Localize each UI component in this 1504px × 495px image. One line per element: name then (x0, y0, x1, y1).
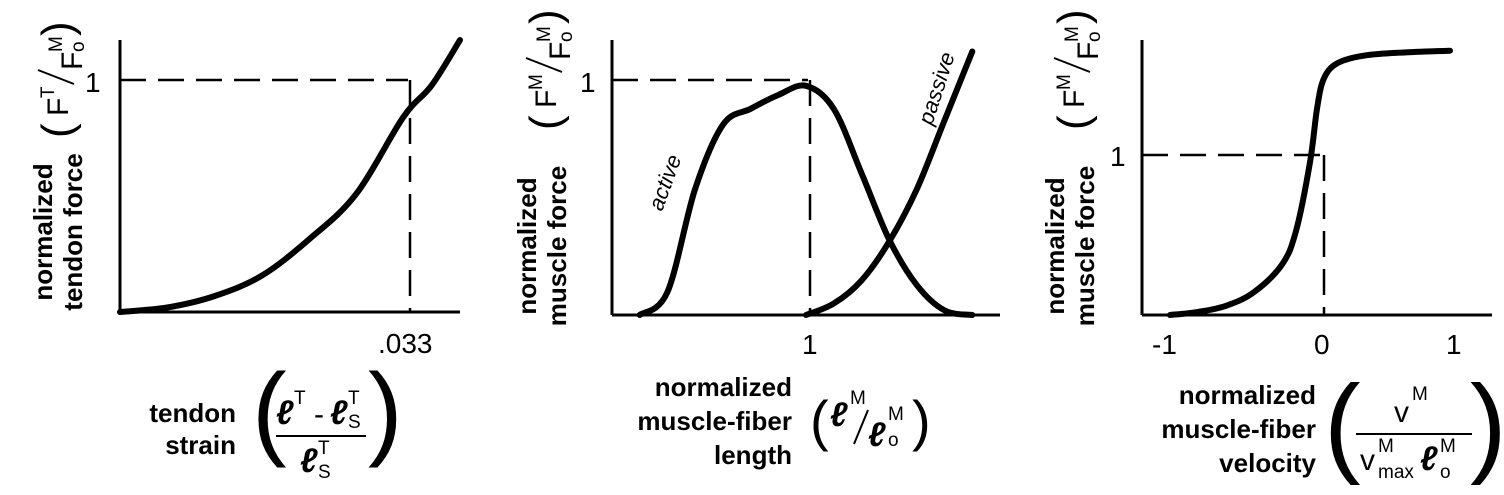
p2-tick-x-1: 1 (802, 329, 818, 360)
p2-yf-paren-l: ( (521, 115, 570, 130)
p2-y-formula: ( F M F M o ) (521, 9, 577, 130)
p1-series-line (117, 37, 463, 315)
p3-series-line (1167, 47, 1453, 318)
p3-xf-M2: M (1378, 436, 1394, 457)
p2-xf-paren-l: ( (810, 389, 829, 452)
p1-yf-paren-r: ) (33, 21, 82, 36)
p1-yf-o: o (68, 41, 89, 52)
p3-xf-paren-l: ( (1324, 363, 1361, 486)
p3-xf-o: o (1440, 462, 1451, 483)
p2-series-active (636, 82, 976, 318)
p1-ylabel-line2: tendon force (58, 153, 88, 310)
p1-y-formula: ( F T F M o ) (33, 21, 89, 138)
p3-xlabel-line2: muscle-fiber (1161, 414, 1316, 444)
p2-label-active: active (643, 151, 686, 214)
p2-yf-o: o (556, 31, 577, 42)
p3-yf-paren-l: ( (1049, 115, 1098, 130)
p3-xf-v2: v (1360, 444, 1375, 477)
p1-yf-F1: F (42, 98, 75, 116)
p2-xf-o: o (888, 430, 899, 451)
p3-xf-paren-r: ) (1470, 363, 1504, 486)
p1-yf-M: M (46, 36, 67, 52)
p3-yf-slash (1053, 57, 1091, 73)
p1-xf-ell3: ℓ (300, 442, 318, 480)
p1-yf-F2: F (56, 52, 89, 70)
p3-xf-ell: ℓ (1420, 440, 1438, 478)
p2-xlabel-line2: muscle-fiber (637, 406, 792, 436)
p3-xlabel-line1: normalized (1179, 380, 1316, 410)
p1-xf-paren-r: ) (368, 353, 403, 469)
p1-xf-ell1: ℓ (276, 394, 294, 432)
p1-tick-x-033: .033 (378, 328, 433, 359)
p3-tick-x-0: 0 (1314, 329, 1330, 360)
p2-ylabel-line2: muscle force (542, 166, 572, 326)
p2-tick-y-1: 1 (580, 67, 596, 98)
p1-yf-paren-l: ( (33, 123, 82, 138)
p1-xf-T1: T (294, 388, 306, 409)
p2-yf-M1: M (526, 74, 547, 90)
p2-x-formula: ( ℓ M ℓ M o ) (810, 388, 931, 454)
p2-xf-M1: M (850, 388, 866, 409)
p3-tick-x-1: 1 (1446, 329, 1462, 360)
p3-xf-v1: v (1394, 396, 1409, 429)
p1-xf-T3: T (318, 438, 330, 459)
p1-x-formula: ( ℓ T - ℓ T S ℓ T S ) (252, 353, 403, 483)
p3-yf-F1: F (1058, 90, 1091, 108)
p3-tick-x-neg1: -1 (1152, 329, 1177, 360)
p3-yf-F2: F (1072, 42, 1105, 60)
p3-x-formula: ( v M v M max ℓ M o ) (1324, 363, 1504, 486)
p3-xlabel-line3: velocity (1219, 448, 1316, 478)
p1-xlabel-line2: strain (165, 430, 236, 460)
p2-xf-ell1: ℓ (830, 396, 848, 434)
p3-yf-paren-r: ) (1049, 9, 1098, 24)
p1-xf-S2: S (318, 462, 331, 483)
p2-xf-ell2: ℓ (868, 416, 886, 454)
p3-ylabel-line1: normalized (1040, 177, 1070, 314)
p1-xf-S1: S (348, 412, 361, 433)
p1-yf-slash (37, 69, 75, 85)
p3-tick-y-1: 1 (1110, 141, 1126, 172)
p3-ylabel-line2: muscle force (1070, 166, 1100, 326)
p2-xf-slash (853, 409, 869, 445)
p2-label-passive: passive (913, 49, 960, 129)
p2-yf-M2: M (534, 26, 555, 42)
p1-xf-ell2: ℓ (330, 394, 348, 432)
p3-xf-M1: M (1412, 384, 1428, 405)
p3-yf-M2: M (1062, 26, 1083, 42)
p1-xf-T2: T (348, 388, 360, 409)
p2-yf-paren-r: ) (521, 9, 570, 24)
p1-ylabel-line1: normalized (28, 163, 58, 300)
p1-xlabel-line1: tendon (149, 398, 236, 428)
p2-yf-F2: F (544, 42, 577, 60)
p2-ylabel-line1: normalized (512, 177, 542, 314)
p3-yf-o: o (1084, 31, 1105, 42)
p3-xf-M3: M (1440, 436, 1456, 457)
p1-xf-paren-l: ( (252, 353, 287, 469)
p2-xlabel-line1: normalized (655, 372, 792, 402)
panel-force-velocity: 1 -1 0 1 normalized muscle force ( F M F… (1040, 9, 1504, 486)
p1-yf-T: T (38, 86, 59, 98)
p2-xf-M2: M (888, 404, 904, 425)
panel-tendon: 1 .033 normalized tendon force ( F T F M… (28, 21, 463, 483)
p2-xf-paren-r: ) (912, 389, 931, 452)
p2-series-passive (803, 48, 976, 318)
panel-force-length: active passive 1 1 normalized muscle for… (512, 9, 1000, 470)
p1-tick-y-1: 1 (85, 67, 101, 98)
p3-xf-max: max (1378, 462, 1414, 483)
p3-y-formula: ( F M F M o ) (1049, 9, 1105, 130)
p1-xf-minus: - (314, 398, 324, 431)
p3-yf-M1: M (1054, 74, 1075, 90)
p2-xlabel-line3: length (714, 440, 792, 470)
p2-yf-slash (525, 57, 563, 73)
p2-yf-F1: F (530, 90, 563, 108)
